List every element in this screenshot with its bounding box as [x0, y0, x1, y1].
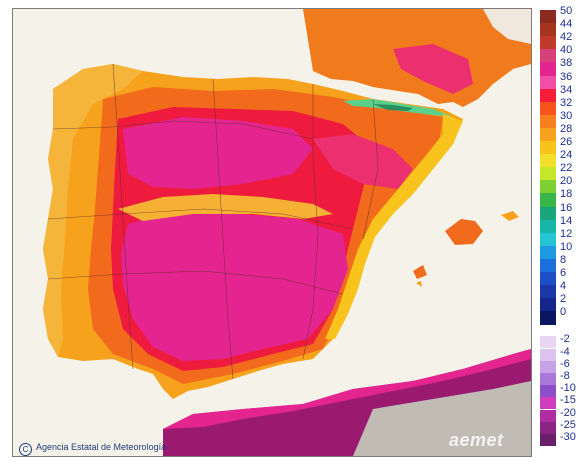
legend-swatch: [540, 258, 556, 273]
legend-label: 10: [560, 240, 573, 253]
legend-label: 44: [560, 18, 573, 31]
legend-label: 0: [560, 306, 567, 319]
legend-swatch: [540, 219, 556, 234]
legend-swatch: [540, 88, 556, 103]
legend-label: 30: [560, 109, 573, 122]
copyright-icon: C: [19, 443, 32, 456]
legend-swatch: [540, 421, 556, 434]
temperature-map: C Agencia Estatal de Meteorología aemet: [12, 8, 532, 457]
mallorca-island: [445, 219, 483, 245]
legend-label: 50: [560, 5, 573, 17]
legend-swatch: [540, 397, 556, 410]
legend-label: 2: [560, 293, 567, 306]
legend-label: 24: [560, 149, 573, 162]
credit-label: C Agencia Estatal de Meteorología: [19, 442, 166, 456]
legend-swatch: [540, 272, 556, 286]
legend-swatch: [540, 193, 556, 208]
mediterranean-coast: [325, 114, 463, 339]
legend-swatch: [540, 348, 556, 361]
legend-swatch: [540, 180, 556, 195]
ibiza-island: [413, 265, 427, 279]
legend-label: -30: [560, 431, 576, 443]
province-boundaries: [47, 63, 379, 380]
legend-swatch: [540, 23, 556, 38]
legend-swatch: [540, 336, 556, 349]
france-hot-patch: [393, 44, 473, 94]
legend-swatch: [540, 373, 556, 385]
credit-text: Agencia Estatal de Meteorología: [36, 442, 167, 452]
pyrenees-peak: [373, 104, 413, 111]
legend-label: -4: [560, 345, 570, 358]
legend-label: 16: [560, 201, 573, 214]
legend-swatch: [540, 36, 556, 51]
legend-label: 28: [560, 122, 573, 135]
north-africa-hot-strip: [163, 349, 531, 429]
legend-swatch: [540, 298, 556, 313]
legend-label: 20: [560, 175, 573, 188]
legend-swatch: [540, 285, 556, 300]
legend-swatch: [540, 409, 556, 422]
legend-label: -8: [560, 370, 570, 382]
aemet-logo: aemet: [449, 430, 504, 450]
legend-label: 32: [560, 96, 573, 109]
legend-label: -20: [560, 406, 576, 419]
legend-label: -2: [560, 333, 570, 346]
legend-swatch: [540, 75, 556, 90]
legend-label: 40: [560, 44, 573, 57]
legend-swatch: [540, 167, 556, 182]
legend-label: 18: [560, 188, 573, 201]
legend-swatch: [540, 141, 556, 155]
legend-swatch: [540, 101, 556, 116]
legend-swatch: [540, 360, 556, 373]
legend-swatch: [540, 232, 556, 247]
legend-swatch: [540, 245, 556, 260]
central-system-band: [118, 194, 333, 221]
legend-label: 12: [560, 227, 573, 240]
legend-swatch: [540, 385, 556, 398]
legend-label: 34: [560, 83, 573, 96]
legend-label: 36: [560, 70, 573, 83]
legend-label: 14: [560, 214, 573, 227]
legend-label: -15: [560, 394, 576, 407]
north-meseta-hot: [123, 117, 313, 189]
north-africa-atlas: [353, 381, 531, 456]
legend-label: 38: [560, 57, 573, 70]
legend-swatch: [540, 311, 556, 326]
legend-swatch: [540, 62, 556, 77]
legend-swatch: [540, 127, 556, 142]
ebro-valley-hot: [313, 134, 413, 189]
legend-swatch: [540, 154, 556, 169]
legend-swatch: [540, 49, 556, 64]
legend-label: -25: [560, 418, 576, 431]
menorca-island: [501, 211, 519, 221]
legend-swatch: [540, 434, 556, 446]
legend-label: -10: [560, 382, 576, 395]
legend-swatch: [540, 114, 556, 129]
color-scale-legend: 50 44 42 40 38 36 34 32 30 28 26 24 22 20 18 16 14 12 10 8 6…: [538, 6, 582, 455]
france-alps-cool: [483, 9, 531, 44]
legend-label: 6: [560, 267, 567, 279]
legend-label: -6: [560, 357, 570, 370]
south-meseta-hot: [121, 209, 348, 361]
legend-label: 8: [560, 253, 567, 266]
legend-swatch: [540, 206, 556, 221]
legend-label: 22: [560, 162, 573, 175]
legend-label: 42: [560, 31, 573, 44]
legend-label: 26: [560, 136, 573, 148]
legend-label: 4: [560, 280, 567, 293]
formentera-island: [416, 281, 422, 287]
atlantic-coast-strip: [43, 64, 143, 357]
legend-swatch: [540, 10, 556, 24]
